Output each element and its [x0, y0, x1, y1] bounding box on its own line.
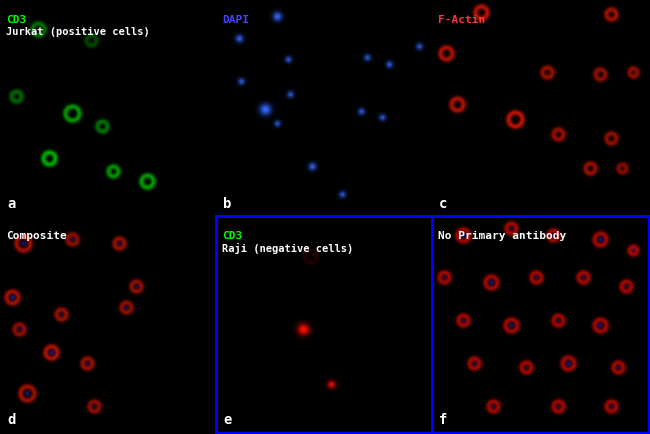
Text: d: d	[7, 413, 16, 427]
Text: b: b	[223, 197, 231, 211]
Text: CD3: CD3	[222, 231, 242, 241]
Text: e: e	[223, 413, 231, 427]
Text: F-Actin: F-Actin	[438, 15, 486, 25]
Text: Jurkat (positive cells): Jurkat (positive cells)	[6, 27, 150, 37]
Text: Composite: Composite	[6, 231, 67, 241]
Text: CD3: CD3	[6, 15, 26, 25]
Text: f: f	[439, 413, 447, 427]
Text: c: c	[439, 197, 447, 211]
Text: No Primary antibody: No Primary antibody	[438, 231, 566, 241]
Text: a: a	[7, 197, 16, 211]
Text: Raji (negative cells): Raji (negative cells)	[222, 243, 353, 254]
Text: DAPI: DAPI	[222, 15, 249, 25]
